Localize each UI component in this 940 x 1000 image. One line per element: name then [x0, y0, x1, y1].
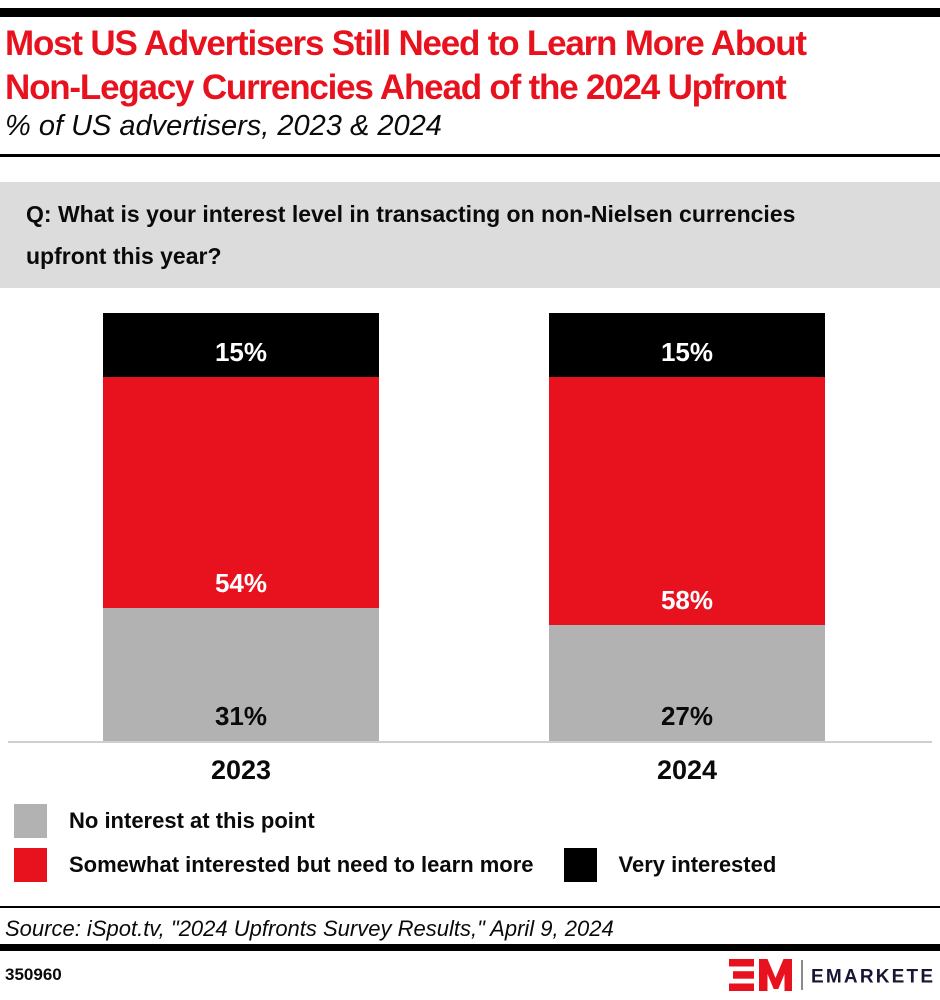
segment-value-label: 54% — [214, 568, 268, 599]
segment-value-label: 15% — [214, 337, 268, 368]
question-line-2: upfront this year? — [26, 243, 222, 269]
chart-subtitle: % of US advertisers, 2023 & 2024 — [5, 110, 442, 142]
x-axis-label-2024: 2024 — [656, 755, 718, 785]
footer-accent-bar — [0, 944, 940, 951]
logo-divider — [801, 960, 803, 990]
legend-row-2: Somewhat interested but need to learn mo… — [14, 848, 926, 882]
segment-value-label: 15% — [660, 337, 714, 368]
legend-label-no-interest: No interest at this point — [69, 808, 315, 833]
bar-segment: 54% — [103, 377, 379, 609]
top-accent-bar — [0, 8, 940, 17]
chart-legend: No interest at this point Somewhat inter… — [14, 804, 926, 892]
bar-segment: 15% — [549, 313, 825, 378]
legend-swatch-red — [14, 848, 47, 882]
emarketer-logo: EMARKETER — [729, 959, 935, 991]
legend-swatch-black — [563, 848, 597, 882]
legend-item-very-interested: Very interested — [563, 848, 777, 882]
chart-id: 350960 — [5, 965, 62, 984]
header-divider — [0, 154, 940, 157]
x-axis-label-2023: 2023 — [210, 755, 272, 785]
survey-question-box: Q: What is your interest level in transa… — [0, 182, 940, 288]
stacked-bar-chart: 15% 54% 31% 15% 58% 27% — [8, 313, 932, 743]
footer: 350960 EMARKETER — [5, 956, 935, 994]
legend-label-very-interested: Very interested — [618, 852, 777, 877]
bar-segment: 31% — [103, 608, 379, 741]
legend-item-somewhat-interested: Somewhat interested but need to learn mo… — [14, 848, 534, 882]
legend-swatch-gray — [14, 804, 47, 838]
stacked-bar-2024: 15% 58% 27% — [549, 313, 825, 741]
legend-item-no-interest: No interest at this point — [14, 804, 315, 838]
legend-label-somewhat-interested: Somewhat interested but need to learn mo… — [69, 852, 534, 877]
title-line-2: Non-Legacy Currencies Ahead of the 2024 … — [5, 68, 787, 107]
bar-segment: 27% — [549, 625, 825, 741]
legend-row-1: No interest at this point — [14, 804, 926, 838]
segment-value-label: 58% — [660, 585, 714, 616]
emarketer-monogram-icon — [729, 959, 792, 991]
x-axis-labels: 2023 2024 — [8, 755, 932, 787]
source-note: Source: iSpot.tv, "2024 Upfronts Survey … — [5, 916, 614, 941]
source-divider — [0, 906, 940, 908]
segment-value-label: 27% — [660, 700, 714, 731]
title-line-1: Most US Advertisers Still Need to Learn … — [5, 24, 807, 63]
question-line-1: Q: What is your interest level in transa… — [26, 201, 796, 227]
stacked-bar-2023: 15% 54% 31% — [103, 313, 379, 741]
emarketer-wordmark: EMARKETER — [811, 967, 935, 988]
segment-value-label: 31% — [214, 700, 268, 731]
bar-segment: 58% — [549, 377, 825, 626]
page-title: Most US Advertisers Still Need to Learn … — [5, 22, 935, 110]
bar-segment: 15% — [103, 313, 379, 378]
